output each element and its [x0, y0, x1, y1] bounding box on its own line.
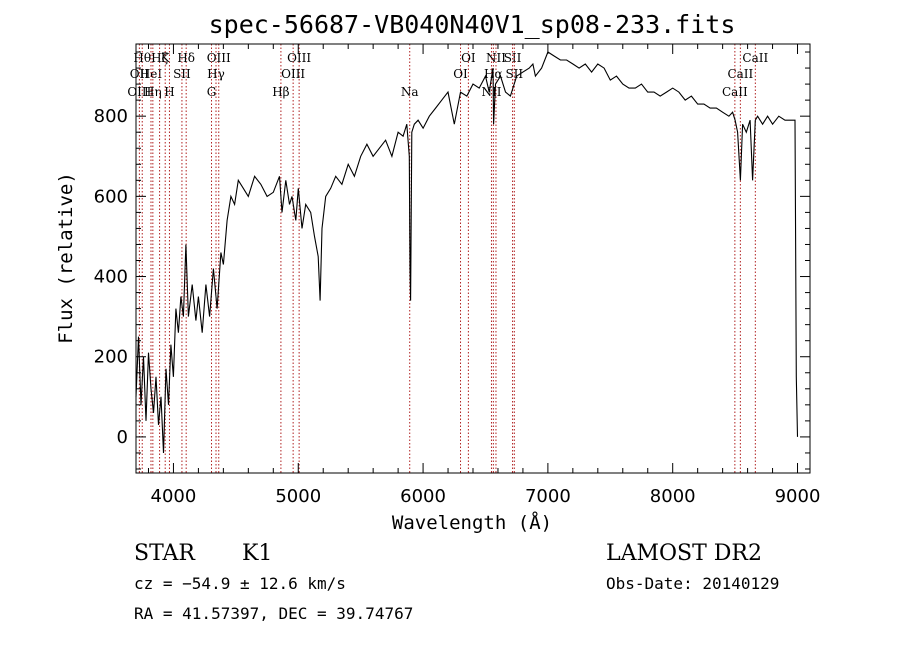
- y-tick-label: 400: [94, 267, 128, 288]
- marker-label: OI: [461, 51, 476, 65]
- y-axis-label: Flux (relative): [55, 172, 77, 344]
- observation-date: Obs-Date: 20140129: [606, 574, 779, 593]
- y-tick-label: 0: [117, 427, 128, 448]
- x-axis: 4000 5000 6000 7000 8000 9000: [147, 44, 821, 507]
- marker-label: OIII: [287, 51, 311, 65]
- x-tick-label: 8000: [650, 486, 696, 507]
- marker-label: SII: [505, 67, 523, 81]
- marker-label: G: [207, 85, 217, 99]
- x-tick-label: 4000: [151, 486, 197, 507]
- marker-label: Hζ: [151, 51, 168, 65]
- survey-name: LAMOST DR2: [606, 541, 762, 566]
- x-axis-label: Wavelength (Å): [392, 511, 552, 534]
- x-tick-label: 5000: [275, 486, 321, 507]
- object-class: STAR: [134, 541, 196, 566]
- coordinates: RA = 41.57397, DEC = 39.74767: [134, 604, 413, 623]
- chart-title: spec-56687-VB040N40V1_sp08-233.fits: [209, 10, 736, 39]
- spectrum-line: [135, 51, 799, 454]
- marker-label: Hγ: [207, 67, 225, 81]
- marker-label: Hη: [144, 85, 162, 99]
- marker-label: NII: [481, 85, 501, 99]
- x-tick-label: 7000: [525, 486, 571, 507]
- marker-label: Hδ: [177, 51, 195, 65]
- marker-label: K: [161, 51, 171, 65]
- marker-label: HeI: [140, 67, 163, 81]
- marker-label: H: [164, 85, 174, 99]
- y-tick-label: 800: [94, 106, 128, 127]
- x-tick-label: 9000: [775, 486, 821, 507]
- marker-label: OIII: [207, 51, 231, 65]
- marker-label: CaII: [742, 51, 768, 65]
- marker-label: OI: [453, 67, 468, 81]
- y-axis: 0 200 400 600 800: [94, 51, 810, 470]
- marker-label: SII: [504, 51, 522, 65]
- marker-label: OII: [130, 67, 150, 81]
- marker-label: Hθ: [133, 51, 151, 65]
- plot-frame: [135, 43, 811, 474]
- marker-label: OIII: [127, 85, 151, 99]
- object-subclass: K1: [242, 541, 272, 566]
- marker-label: Hβ: [272, 85, 289, 99]
- marker-label: OIII: [281, 67, 305, 81]
- y-tick-label: 200: [94, 347, 128, 368]
- marker-label: CaII: [722, 85, 748, 99]
- redshift-value: cz = −54.9 ± 12.6 km/s: [134, 574, 346, 593]
- x-tick-label: 6000: [400, 486, 446, 507]
- marker-label: SII: [173, 67, 191, 81]
- marker-label: Na: [401, 85, 419, 99]
- marker-label: CaII: [727, 67, 753, 81]
- y-tick-label: 600: [94, 186, 128, 207]
